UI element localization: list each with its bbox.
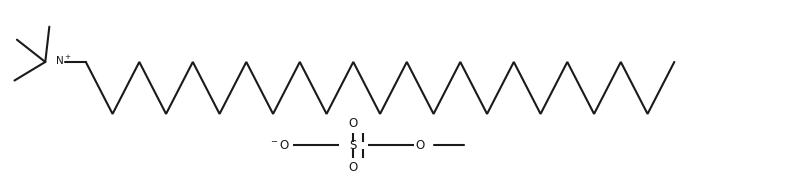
Text: $^-$O: $^-$O bbox=[268, 139, 290, 152]
Text: S: S bbox=[350, 139, 357, 152]
Text: N$^+$: N$^+$ bbox=[55, 53, 71, 67]
Text: O: O bbox=[348, 117, 358, 130]
Text: O: O bbox=[415, 139, 424, 152]
Text: O: O bbox=[348, 161, 358, 174]
